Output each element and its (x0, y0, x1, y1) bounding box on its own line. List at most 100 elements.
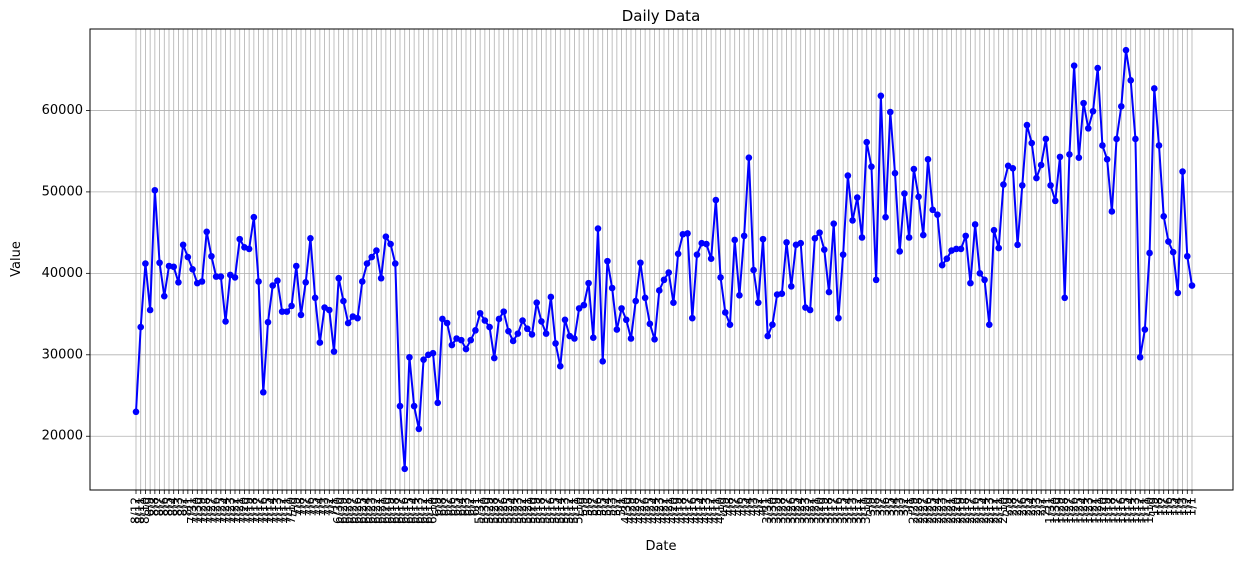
x-tick-label: 6/18 (388, 497, 402, 524)
data-point (222, 318, 229, 325)
x-tick-label: 3/10 (859, 497, 873, 524)
data-point (665, 269, 673, 276)
data-point (901, 190, 908, 197)
x-tick-label: 2/9 (1001, 497, 1015, 516)
x-tick-label: 3/9 (864, 497, 878, 516)
data-point (486, 323, 493, 331)
x-tick-label: 3/22 (803, 497, 817, 524)
data-point (853, 194, 861, 201)
x-tick-label: 2/24 (930, 497, 944, 524)
data-point (212, 273, 220, 280)
data-point (816, 229, 823, 236)
data-point (368, 253, 376, 261)
x-tick-label: 2/15 (972, 497, 986, 524)
data-point (797, 239, 805, 247)
data-point (509, 337, 517, 345)
data-point (377, 274, 385, 282)
x-tick-label: 6/19 (383, 497, 397, 524)
data-point (764, 332, 772, 340)
x-tick-label: 4/12 (704, 497, 718, 524)
data-point (976, 270, 984, 277)
data-point (1117, 103, 1125, 110)
x-tick-label: 2/1 (1038, 497, 1052, 516)
x-tick-label: 1/7 (1156, 497, 1170, 516)
x-tick-label: 3/24 (793, 497, 807, 524)
x-tick-label: 3/21 (807, 497, 821, 524)
plot-frame (89, 28, 1234, 491)
x-tick-label: 7/21 (232, 497, 246, 524)
data-point (910, 165, 918, 173)
x-tick-label: 5/22 (515, 497, 529, 524)
data-point (872, 276, 880, 284)
data-point (1051, 197, 1059, 205)
x-tick-label: 2/13 (982, 497, 996, 524)
x-tick-label: 6/2 (463, 497, 477, 516)
x-tick-label: 7/11 (279, 497, 293, 524)
data-point (674, 250, 682, 258)
data-point (387, 240, 394, 248)
data-point (561, 316, 569, 324)
x-tick-label: 8/1 (180, 497, 194, 516)
data-point (467, 336, 475, 344)
x-tick-label: 1/8 (1152, 497, 1166, 516)
data-point (236, 235, 244, 243)
data-point (891, 169, 899, 177)
data-point (1113, 135, 1120, 143)
x-tick-label: 4/16 (685, 497, 699, 524)
data-point (580, 301, 588, 309)
data-point (825, 288, 833, 296)
x-tick-label: 5/27 (492, 497, 506, 524)
x-tick-label: 2/5 (1020, 497, 1034, 516)
data-point (340, 297, 347, 305)
x-tick-label: 1/25 (1071, 497, 1085, 524)
x-tick-label: 2/7 (1010, 497, 1024, 516)
data-point (712, 196, 720, 204)
x-tick-label: 4/23 (652, 497, 666, 524)
x-tick-label: 1/26 (1067, 497, 1081, 524)
data-point (406, 353, 413, 361)
x-tick-label: 3/27 (779, 497, 793, 524)
data-point (952, 245, 960, 253)
data-point (1127, 77, 1135, 84)
x-tick-label: 1/30 (1048, 497, 1062, 524)
data-point (608, 284, 616, 292)
x-tick-label: 4/5 (737, 497, 751, 516)
x-tick-label: 7/23 (223, 497, 237, 524)
data-point (288, 302, 295, 310)
data-point (325, 306, 333, 314)
x-tick-label: 5/19 (529, 497, 543, 524)
x-tick-label: 6/20 (378, 497, 392, 524)
data-point (142, 260, 149, 267)
data-point (358, 278, 366, 285)
x-tick-label: 5/7 (586, 497, 600, 516)
x-tick-label: 1/31 (1043, 497, 1057, 524)
data-point (420, 356, 427, 363)
x-tick-label: 5/4 (600, 497, 614, 516)
x-tick-label: 2/29 (906, 497, 920, 524)
x-tick-label: 6/4 (454, 497, 468, 516)
x-tick-label: 6/29 (336, 497, 350, 524)
data-point (985, 321, 993, 328)
x-tick-label: 1/23 (1081, 497, 1095, 524)
x-tick-label: 7/24 (218, 497, 232, 524)
data-point (622, 316, 630, 324)
data-point (410, 402, 418, 410)
data-point (896, 248, 904, 255)
x-tick-label: 5/8 (581, 497, 595, 516)
x-tick-label: 4/13 (699, 497, 713, 524)
x-tick-label: 1/29 (1053, 497, 1067, 524)
data-point (528, 331, 536, 338)
x-tick-label: 6/7 (440, 497, 454, 516)
data-point (754, 299, 762, 306)
data-point (476, 309, 484, 317)
x-tick-label: 7/17 (251, 497, 265, 524)
data-point (967, 279, 974, 287)
x-tick-label: 6/9 (430, 497, 444, 516)
x-tick-label: 4/2 (751, 497, 765, 516)
x-tick-label: 6/27 (345, 497, 359, 524)
x-tick-label: 6/13 (411, 497, 425, 524)
x-tick-label: 6/21 (374, 497, 388, 524)
data-point (292, 262, 300, 270)
data-point (1033, 174, 1040, 182)
data-point (175, 279, 182, 286)
